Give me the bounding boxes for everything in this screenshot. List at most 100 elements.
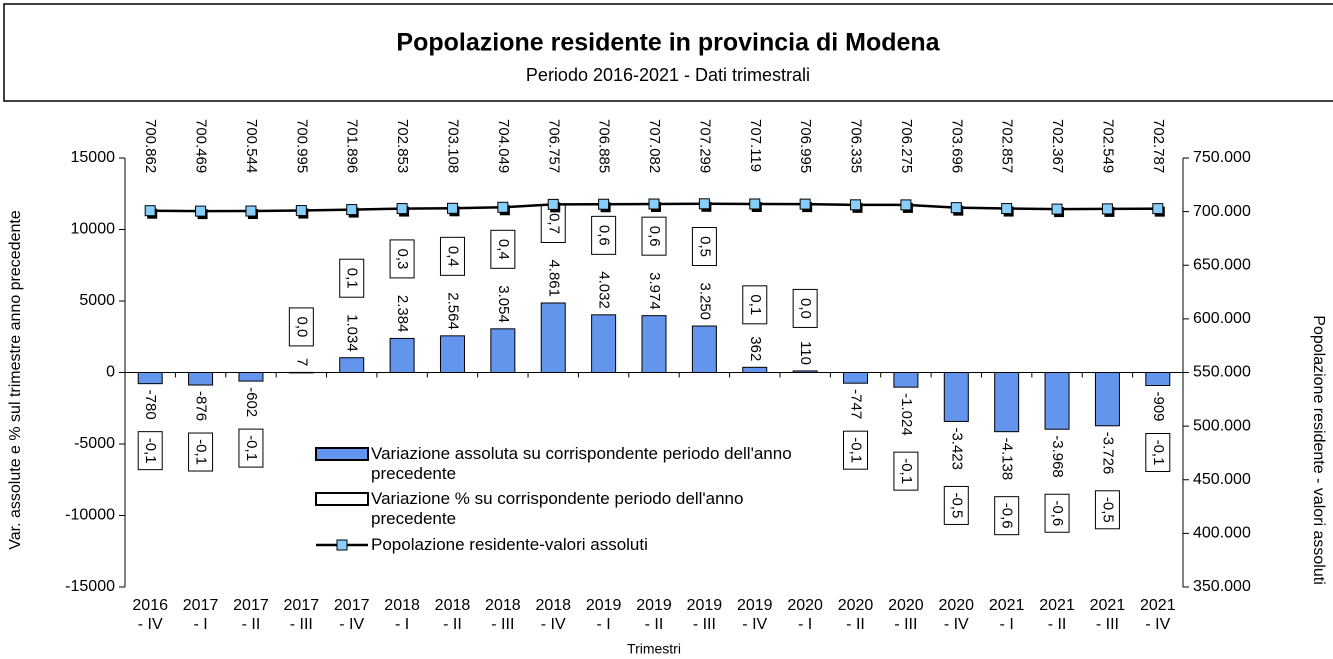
bar-value-label: 1.034 <box>344 314 361 352</box>
label-box <box>792 288 818 328</box>
line-value-label: 706.757 <box>545 119 562 173</box>
pct-label-box: -0,5 <box>943 485 969 525</box>
line-value-label: 700.469 <box>193 119 210 173</box>
bar <box>389 337 415 374</box>
pct-value-label: -0,1 <box>1150 440 1167 466</box>
bar-value-label: -3.726 <box>1099 432 1116 475</box>
line-value-label: 702.367 <box>1049 119 1066 173</box>
label-box <box>1044 493 1070 533</box>
y-tick-label: 10000 <box>71 221 116 238</box>
bar <box>591 314 617 374</box>
bar <box>742 366 768 373</box>
marker <box>749 198 761 210</box>
line-value-label: 701.896 <box>344 119 361 173</box>
y2-tick-label: 500.000 <box>1193 417 1251 434</box>
bar-value-label: -876 <box>193 391 210 421</box>
line-value-label: 702.853 <box>394 119 411 173</box>
line-value-label: 707.082 <box>646 119 663 173</box>
pct-value-label: 0,6 <box>596 225 613 246</box>
y2-tick-label: 450.000 <box>1193 471 1251 488</box>
label-box <box>439 236 465 276</box>
label-box <box>339 258 365 298</box>
marker <box>446 202 458 214</box>
line-value-label: 704.049 <box>495 119 512 173</box>
bar-value-label: 4.032 <box>596 271 613 309</box>
line-value-label: 706.995 <box>797 119 814 173</box>
pct-value-label: 0,3 <box>394 248 411 269</box>
x-tick-label: 2021 - IV <box>1140 597 1176 633</box>
pct-label-box: -0,1 <box>188 432 214 472</box>
pct-label-box: 0,1 <box>742 285 768 325</box>
x-tick-label: 2019 - II <box>636 597 672 633</box>
marker <box>799 198 811 210</box>
bar-value-label: 7 <box>293 358 310 366</box>
pct-label-box: -0,1 <box>238 428 264 468</box>
x-tick-label: 2021 - III <box>1089 597 1126 633</box>
pct-value-label: -0,6 <box>1049 500 1066 526</box>
line-value-label: 702.857 <box>999 119 1016 173</box>
label-box <box>943 485 969 525</box>
y2-tick-label: 700.000 <box>1193 203 1251 220</box>
marker <box>396 203 408 215</box>
pct-value-label: -0,1 <box>898 458 915 484</box>
bar <box>943 372 969 422</box>
pct-label-box: 0,5 <box>691 227 717 267</box>
x-tick-label: 2018 - IV <box>535 597 572 633</box>
y2-axis-label: Popolazione residente - valori assoluti <box>1310 315 1327 584</box>
marker <box>648 198 660 210</box>
label-box <box>1094 490 1120 530</box>
marker <box>1051 203 1063 215</box>
bar-value-label: 3.974 <box>646 272 663 310</box>
bar <box>490 328 516 373</box>
legend-label: Variazione assoluta su corrispondente pe… <box>371 444 792 483</box>
pct-value-label: -0,1 <box>243 435 260 461</box>
pct-label-box: -0,1 <box>893 451 919 491</box>
label-box <box>691 227 717 267</box>
pct-label-box: 0,0 <box>792 288 818 328</box>
x-tick-label: 2017 - IV <box>333 597 370 633</box>
pct-label-box: 0,6 <box>641 216 667 256</box>
label-box <box>1145 432 1171 472</box>
bar <box>994 372 1020 433</box>
bar <box>641 315 667 374</box>
line-value-label: 700.862 <box>142 119 159 173</box>
label-box <box>843 430 869 470</box>
bar-value-label: -3.968 <box>1049 435 1066 478</box>
pct-label-box: 0,6 <box>591 215 617 255</box>
pct-label-box: -0,1 <box>843 430 869 470</box>
y-tick-label: 15000 <box>71 149 116 166</box>
legend-label: Variazione % su corrispondente periodo d… <box>371 489 744 528</box>
bar <box>439 335 465 374</box>
x-tick-label: 2017 - I <box>182 597 219 633</box>
marker <box>547 198 559 210</box>
label-box <box>188 432 214 472</box>
bar <box>1044 372 1070 430</box>
line-value-label: 702.549 <box>1099 119 1116 173</box>
marker <box>295 205 307 217</box>
label-box <box>238 428 264 468</box>
marker <box>850 199 862 211</box>
y-tick-label: 0 <box>106 364 115 381</box>
y2-tick-label: 650.000 <box>1193 256 1251 273</box>
x-tick-label: 2019 - IV <box>736 597 773 633</box>
bar <box>339 357 365 374</box>
y-tick-label: 5000 <box>79 292 115 309</box>
marker <box>144 205 156 217</box>
bar-value-label: 110 <box>797 341 814 365</box>
label-box <box>490 229 516 269</box>
chart-subtitle: Periodo 2016-2021 - Dati trimestrali <box>526 65 810 85</box>
bar-value-label: -1.024 <box>898 393 915 436</box>
pct-label-box: 0,3 <box>389 239 415 279</box>
pct-label-box: -0,6 <box>1044 493 1070 533</box>
bar-value-label: 2.564 <box>445 292 462 330</box>
y-tick-label: -10000 <box>65 507 115 524</box>
pct-label-box: 0,1 <box>339 258 365 298</box>
bar <box>1145 372 1171 386</box>
pct-value-label: -0,1 <box>142 438 159 464</box>
pct-value-label: 0,0 <box>797 298 814 319</box>
y2-tick-label: 400.000 <box>1193 525 1251 542</box>
pct-value-label: -0,1 <box>193 439 210 465</box>
legend-label: Popolazione residente-valori assoluti <box>371 535 648 554</box>
label-box <box>994 496 1020 536</box>
